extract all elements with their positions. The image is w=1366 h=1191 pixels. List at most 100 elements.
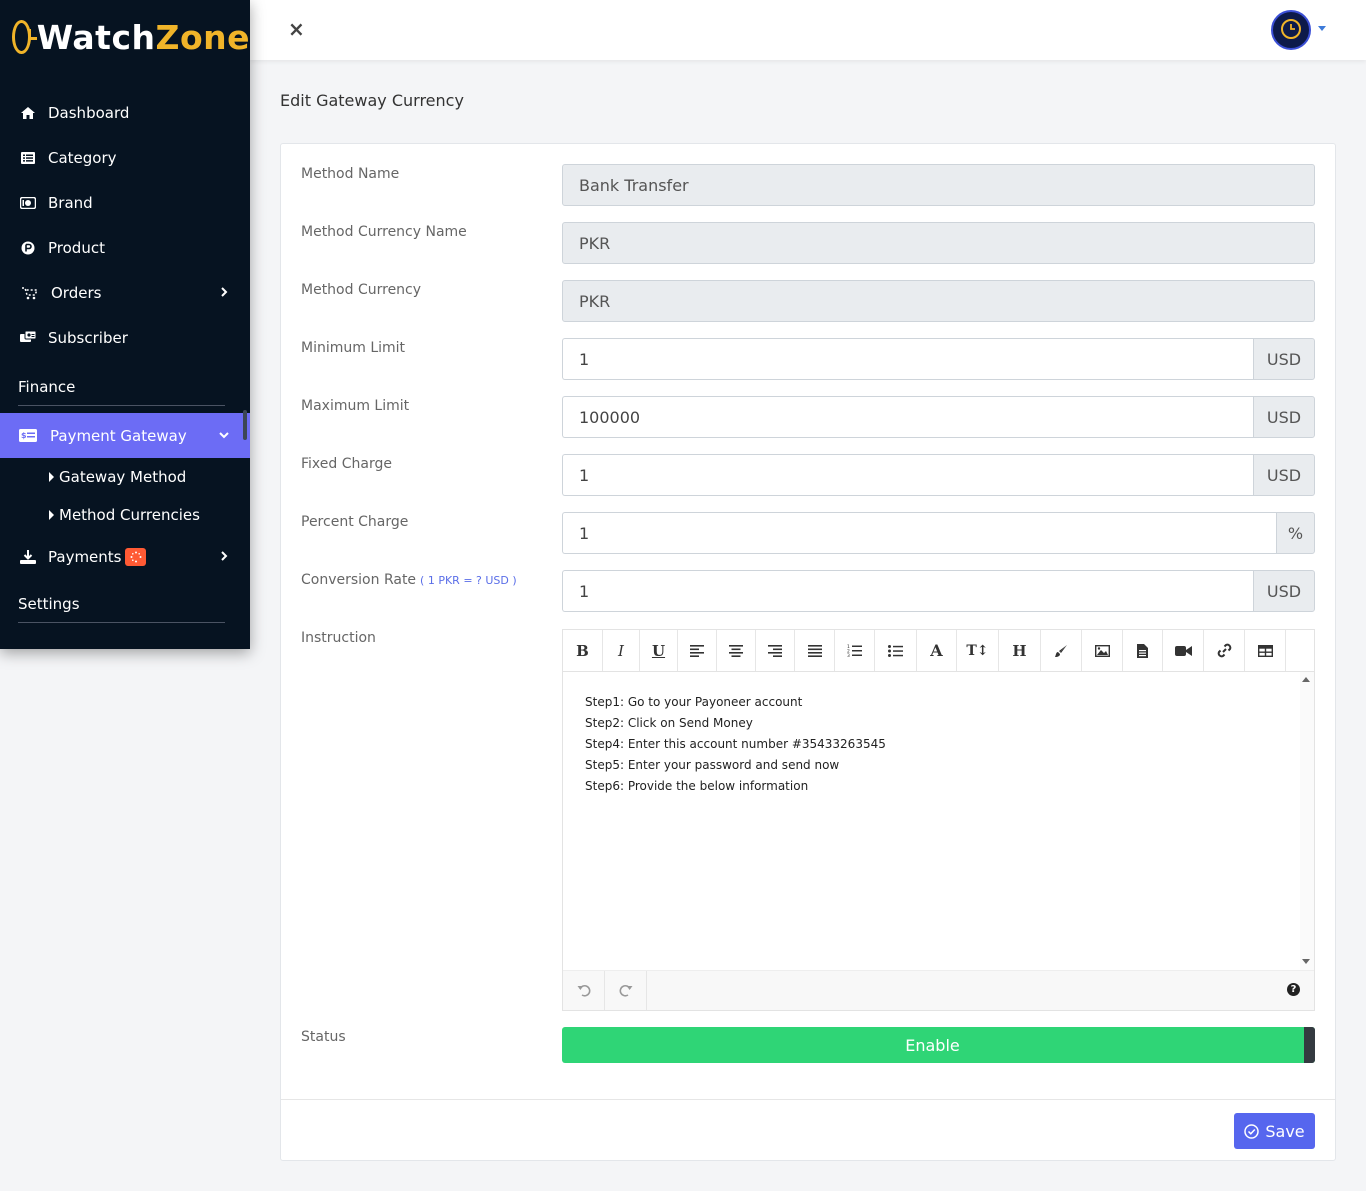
paintbrush-icon (1055, 644, 1067, 657)
link-button[interactable] (1204, 630, 1245, 671)
status-toggle-label: Enable (905, 1035, 960, 1055)
underline-button[interactable]: U (640, 630, 678, 671)
percent-charge-input[interactable]: 1 (562, 512, 1276, 554)
percent-charge-label: Percent Charge (301, 514, 409, 530)
status-toggle[interactable]: Enable (562, 1027, 1315, 1063)
scroll-up-arrow-icon[interactable] (1302, 677, 1310, 682)
card-footer-divider (281, 1099, 1335, 1100)
sidebar-subitem-label: Gateway Method (59, 468, 187, 486)
conversion-rate-label-text: Conversion Rate (301, 572, 417, 588)
sidebar-subitem-method-currencies[interactable]: Method Currencies (0, 496, 250, 534)
method-currency-name-field[interactable]: PKR (562, 222, 1315, 264)
sidebar-item-payments[interactable]: Payments (0, 534, 250, 579)
fixed-charge-label: Fixed Charge (301, 456, 392, 472)
brand-icon (19, 195, 37, 211)
caret-right-icon (49, 472, 54, 482)
video-icon (1174, 645, 1192, 656)
save-button[interactable]: Save (1234, 1113, 1315, 1149)
chevron-right-icon (217, 285, 231, 299)
sidebar-item-dashboard[interactable]: Dashboard (0, 90, 250, 135)
redo-button[interactable] (605, 971, 647, 1010)
sidebar-scrollbar[interactable] (243, 410, 247, 440)
color-button[interactable] (1041, 630, 1082, 671)
page-title: Edit Gateway Currency (280, 91, 464, 110)
svg-text:3: 3 (847, 653, 850, 657)
method-currency-field[interactable]: PKR (562, 280, 1315, 322)
method-name-label: Method Name (301, 166, 400, 182)
instruction-line: Step6: Provide the below information (585, 779, 809, 793)
currency-addon: USD (1253, 454, 1315, 496)
sidebar: WatchZone Dashboard Category Brand Produ… (0, 0, 250, 649)
help-icon[interactable]: ? (1287, 983, 1300, 996)
avatar-dropdown-caret-icon[interactable] (1318, 26, 1326, 31)
check-circle-icon (1244, 1123, 1260, 1139)
avatar[interactable] (1271, 10, 1311, 50)
sidebar-item-label: Subscriber (48, 328, 128, 347)
currency-addon: USD (1253, 338, 1315, 380)
svg-text:1: 1 (847, 644, 850, 650)
status-label: Status (301, 1029, 346, 1045)
instruction-text-area[interactable]: Step1: Go to your Payoneer account Step2… (563, 672, 1314, 970)
table-button[interactable] (1245, 630, 1286, 671)
status-toggle-handle[interactable] (1304, 1027, 1315, 1063)
editor-scrollbar[interactable] (1300, 672, 1314, 970)
home-icon (19, 105, 37, 121)
editor-footer: ? (563, 970, 1314, 1010)
heading-icon: H (1012, 641, 1027, 660)
sidebar-item-label: Dashboard (48, 103, 130, 122)
chevron-down-icon (217, 428, 231, 442)
align-left-icon (690, 644, 704, 657)
italic-button[interactable]: I (603, 630, 640, 671)
sidebar-section-settings: Settings (0, 579, 250, 623)
sidebar-item-brand[interactable]: Brand (0, 180, 250, 225)
justify-button[interactable] (795, 630, 835, 671)
sidebar-item-category[interactable]: Category (0, 135, 250, 180)
unordered-list-button[interactable] (875, 630, 917, 671)
bold-icon: B (576, 641, 589, 660)
sidebar-item-payment-gateway[interactable]: $ Payment Gateway (0, 413, 250, 458)
method-name-field[interactable]: Bank Transfer (562, 164, 1315, 206)
topbar: × (250, 0, 1366, 60)
undo-button[interactable] (563, 971, 605, 1010)
credit-card-icon: $ (19, 428, 37, 444)
video-button[interactable] (1163, 630, 1204, 671)
align-center-icon (729, 644, 743, 657)
font-size-button[interactable]: T↕ (957, 630, 999, 671)
instruction-label: Instruction (301, 630, 376, 646)
sidebar-item-product[interactable]: Product (0, 225, 250, 270)
unordered-list-icon (888, 644, 903, 657)
font-icon: A (930, 641, 943, 660)
conversion-rate-input[interactable]: 1 (562, 570, 1253, 612)
cart-icon (19, 285, 40, 301)
sidebar-menu: Dashboard Category Brand Product Orders (0, 90, 250, 623)
align-right-button[interactable] (756, 630, 795, 671)
bold-button[interactable]: B (563, 630, 603, 671)
spinner-badge (125, 547, 147, 566)
download-icon (19, 549, 37, 565)
sidebar-item-subscriber[interactable]: Subscriber (0, 315, 250, 360)
font-button[interactable]: A (917, 630, 957, 671)
sidebar-subitem-gateway-method[interactable]: Gateway Method (0, 458, 250, 496)
close-sidebar-button[interactable]: × (288, 17, 305, 41)
maximum-limit-input[interactable]: 100000 (562, 396, 1253, 438)
brand-logo[interactable]: WatchZone (0, 0, 250, 74)
heading-button[interactable]: H (999, 630, 1041, 671)
minimum-limit-input[interactable]: 1 (562, 338, 1253, 380)
scroll-down-arrow-icon[interactable] (1302, 959, 1310, 964)
align-center-button[interactable] (717, 630, 756, 671)
instruction-line: Step2: Click on Send Money (585, 716, 753, 730)
align-left-button[interactable] (678, 630, 717, 671)
fixed-charge-input[interactable]: 1 (562, 454, 1253, 496)
file-button[interactable] (1123, 630, 1163, 671)
text-height-icon: T↕ (966, 642, 989, 659)
image-icon (1094, 644, 1110, 657)
product-icon (19, 240, 37, 256)
image-button[interactable] (1082, 630, 1123, 671)
minimum-limit-group: 1 USD (562, 338, 1315, 380)
sidebar-item-orders[interactable]: Orders (0, 270, 250, 315)
table-icon (1257, 644, 1273, 657)
fixed-charge-group: 1 USD (562, 454, 1315, 496)
